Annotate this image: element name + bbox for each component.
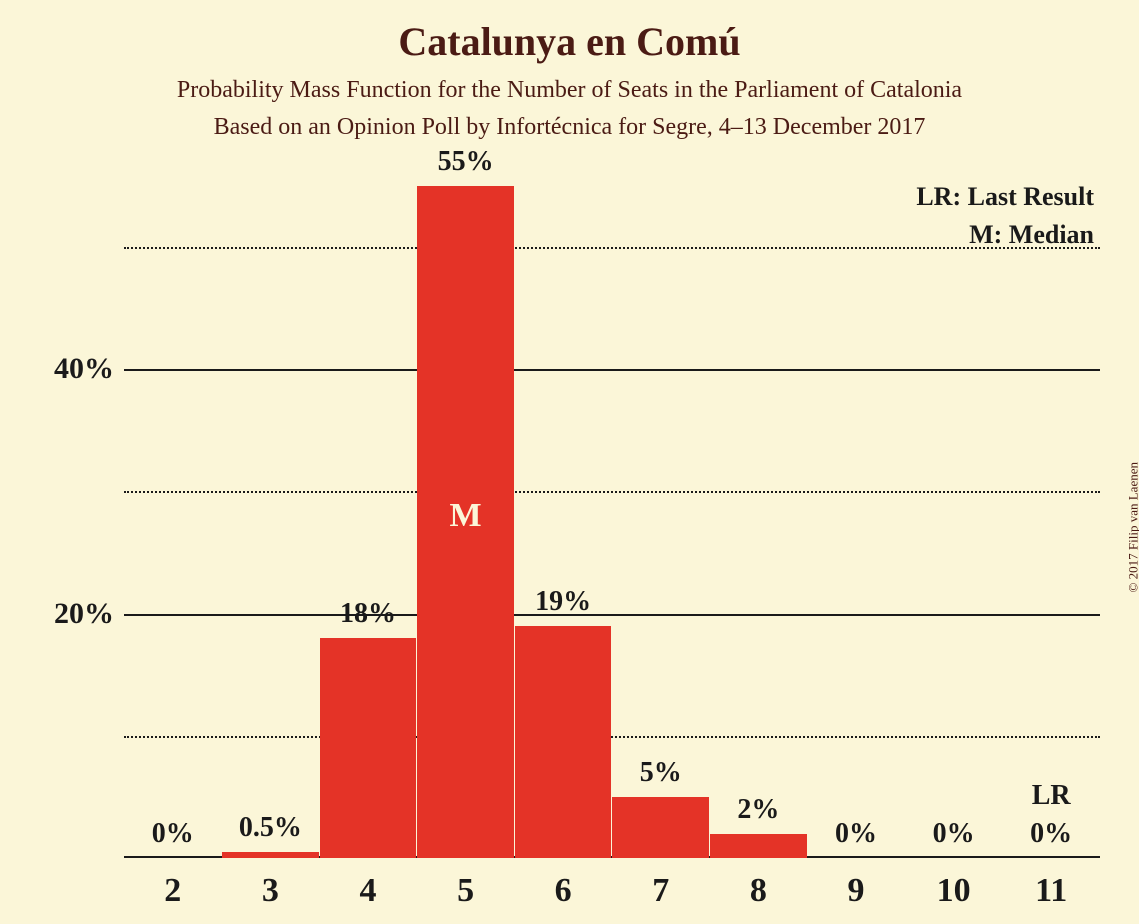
copyright-text: © 2017 Filip van Laenen	[1125, 462, 1139, 592]
bar	[612, 797, 709, 858]
bar-value-label: 55%	[407, 146, 524, 178]
ytick-label: 20%	[10, 597, 114, 631]
chart-container: Catalunya en Comú Probability Mass Funct…	[0, 0, 1139, 924]
chart-subtitle-2: Based on an Opinion Poll by Infortécnica…	[0, 114, 1139, 141]
xtick-label: 7	[612, 872, 709, 910]
xtick-label: 6	[515, 872, 612, 910]
xtick-label: 2	[124, 872, 221, 910]
lr-annotation: LR	[1003, 780, 1100, 812]
gridline-major	[124, 369, 1100, 371]
xtick-label: 9	[808, 872, 905, 910]
bar-value-label: 0%	[993, 818, 1110, 850]
xtick-label: 11	[1003, 872, 1100, 910]
xtick-label: 10	[905, 872, 1002, 910]
bar-value-label: 18%	[310, 598, 427, 630]
gridline-minor	[124, 736, 1100, 738]
bar-value-label: 5%	[602, 757, 719, 789]
xtick-label: 3	[222, 872, 319, 910]
bar	[515, 626, 612, 858]
bar	[320, 638, 417, 858]
xtick-label: 5	[417, 872, 514, 910]
bar	[222, 852, 319, 858]
median-annotation: M	[417, 497, 514, 535]
chart-title: Catalunya en Comú	[0, 18, 1139, 65]
ytick-label: 40%	[10, 352, 114, 386]
gridline-minor	[124, 247, 1100, 249]
chart-subtitle-1: Probability Mass Function for the Number…	[0, 77, 1139, 104]
plot-area: 20%40%0%20.5%318%455%M519%65%72%80%90%10…	[124, 186, 1100, 858]
gridline-minor	[124, 491, 1100, 493]
legend-median: M: Median	[969, 220, 1094, 250]
bar-value-label: 0.5%	[212, 812, 329, 844]
legend-lr: LR: Last Result	[916, 182, 1094, 212]
bar-value-label: 19%	[505, 586, 622, 618]
xtick-label: 4	[320, 872, 417, 910]
bar	[710, 834, 807, 858]
xtick-label: 8	[710, 872, 807, 910]
